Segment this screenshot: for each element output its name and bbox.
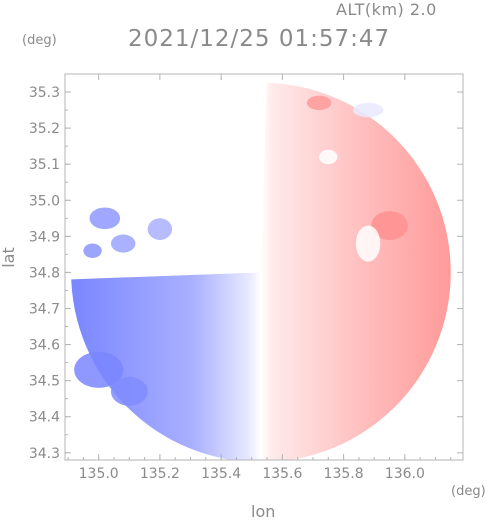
echo-patch (352, 102, 384, 118)
y-tick-label: 34.3 (29, 446, 60, 462)
y-tick-label: 34.8 (29, 265, 60, 281)
x-tick-label: 135.6 (262, 466, 302, 482)
y-tick-label: 35.3 (29, 85, 60, 101)
y-tick-label: 34.6 (29, 338, 60, 354)
y-tick-label: 35.0 (29, 193, 60, 209)
echo-patch (355, 225, 381, 262)
echo-patch (110, 234, 136, 253)
y-tick-label: 34.7 (29, 301, 60, 317)
y-tick-label: 34.4 (29, 410, 60, 426)
y-tick-label: 35.2 (29, 121, 60, 137)
echo-patch (110, 377, 148, 406)
y-tick-label: 34.5 (29, 374, 60, 390)
no-data-sector (65, 74, 268, 280)
echo-patch (306, 95, 332, 111)
echo-patch (147, 218, 173, 240)
x-axis-label: lon (251, 502, 276, 521)
x-tick-label: 135.4 (201, 466, 241, 482)
y-tick-label: 35.1 (29, 157, 60, 173)
echo-patches (74, 95, 408, 406)
x-tick-label: 135.8 (324, 466, 364, 482)
x-tick-label: 136.0 (385, 466, 425, 482)
echo-patch (74, 351, 124, 388)
y-tick-label: 34.9 (29, 229, 60, 245)
y-ticks: 34.3 34.4 34.5 34.6 34.7 34.8 34.9 35.0 35.1 35.2… (29, 73, 463, 462)
x-ticks: 135.0 135.2 135.4 135.6 135.8 136.0 (67, 74, 452, 482)
chart-title-timestamp: 2021/12/25 01:57:47 (128, 26, 391, 52)
echo-patch (83, 243, 102, 258)
echo-patch (319, 149, 338, 165)
echo-patch (89, 207, 121, 230)
plot-frame (64, 73, 464, 461)
x-tick-label: 135.0 (79, 466, 119, 482)
x-axis-unit: (deg) (451, 484, 486, 499)
velocity-field (65, 74, 451, 460)
altitude-label: ALT(km) 2.0 (336, 0, 437, 19)
x-tick-label: 135.2 (140, 466, 180, 482)
y-axis-unit: (deg) (22, 33, 57, 48)
echo-patch (371, 211, 408, 240)
